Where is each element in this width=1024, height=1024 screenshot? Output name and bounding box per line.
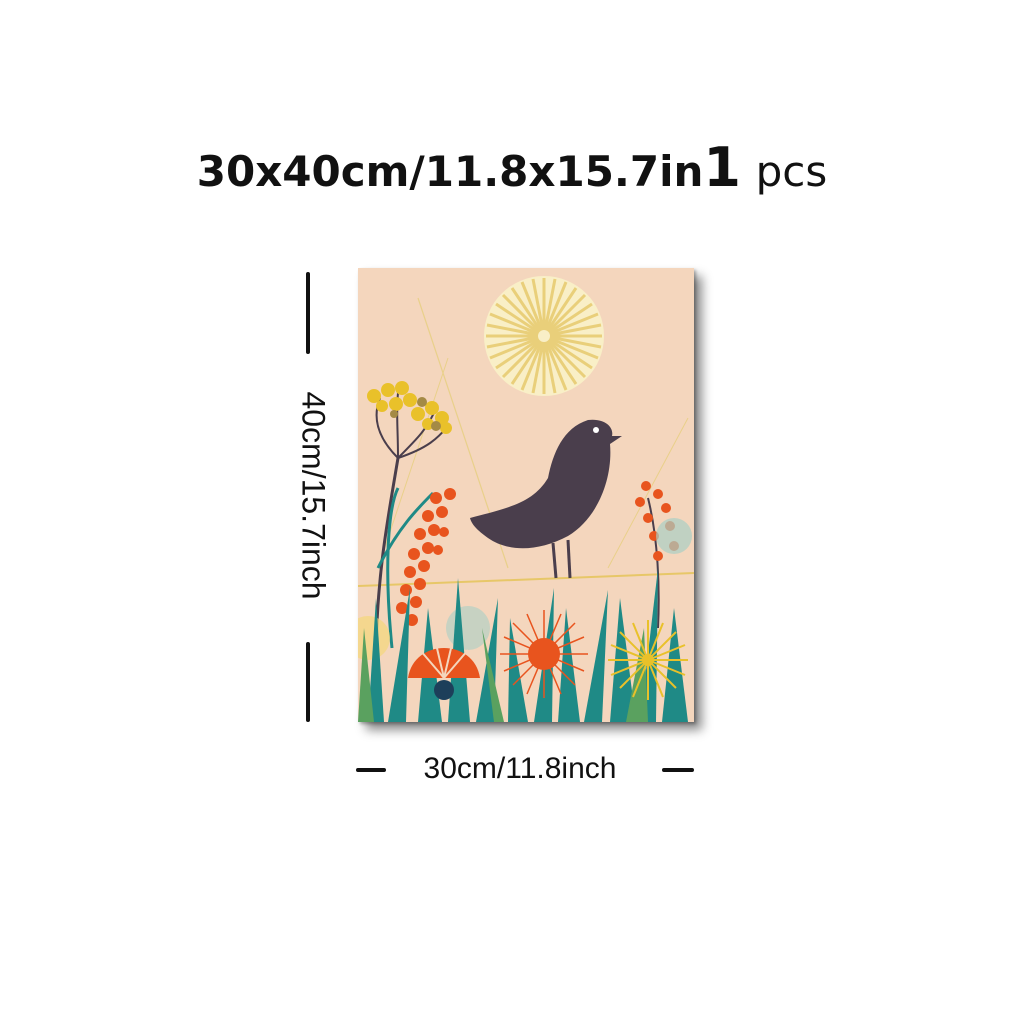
orange-starburst-flower-icon	[500, 610, 588, 698]
canvas-print	[358, 268, 694, 722]
height-line-top	[306, 272, 310, 354]
quantity-unit: pcs	[755, 147, 828, 196]
quantity-number: 1	[703, 136, 741, 199]
width-line-left	[356, 768, 386, 772]
width-line-right	[662, 768, 694, 772]
height-label-text: 40cm/15.7inch	[295, 390, 332, 600]
product-size-title: 30x40cm/11.8x15.7in1 pcs	[0, 136, 1024, 199]
sun-icon	[484, 276, 604, 396]
orange-flower-spike-icon	[376, 487, 456, 649]
bird-icon	[470, 419, 622, 579]
size-text: 30x40cm/11.8x15.7in	[196, 147, 704, 196]
height-label: 40cm/15.7inch	[292, 370, 334, 620]
artwork-bird-meadow	[358, 268, 694, 722]
yellow-dandelion-icon	[608, 620, 688, 700]
height-line-bottom	[306, 642, 310, 722]
orange-protea-flower-icon	[408, 643, 480, 700]
width-label: 30cm/11.8inch	[423, 752, 617, 785]
red-berries-icon	[635, 481, 692, 629]
